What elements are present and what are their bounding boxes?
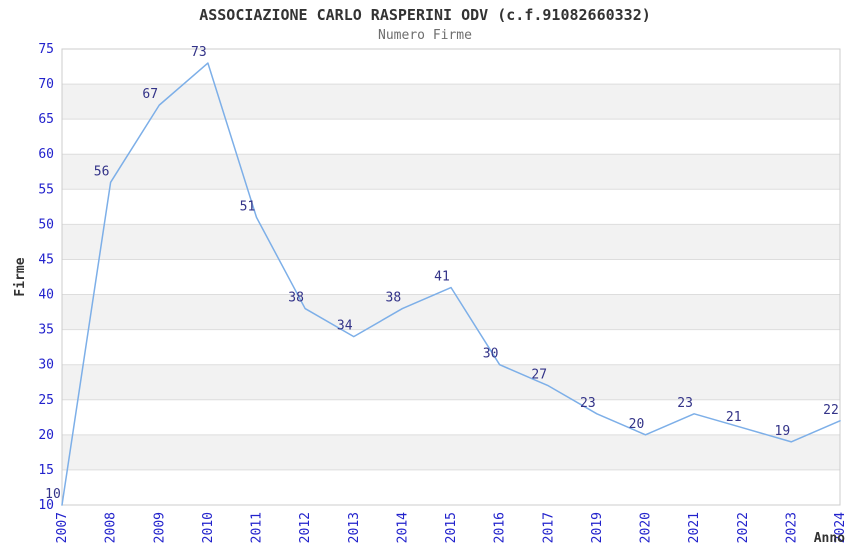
x-tick-label: 2019 <box>590 512 605 543</box>
plot-band <box>62 49 840 85</box>
x-tick-label: 2012 <box>298 512 313 543</box>
y-tick-label: 55 <box>38 182 54 197</box>
data-point-label: 56 <box>94 164 110 179</box>
plot-band <box>62 189 840 225</box>
data-point-label: 19 <box>775 424 791 439</box>
plot-band <box>62 399 840 435</box>
x-tick-label: 2022 <box>736 512 751 543</box>
data-point-label: 10 <box>45 487 61 502</box>
y-tick-label: 65 <box>38 112 54 127</box>
y-tick-label: 30 <box>38 358 54 373</box>
x-tick-label: 2017 <box>541 512 556 543</box>
x-tick-label: 2010 <box>201 512 216 543</box>
grid-lines <box>62 83 840 471</box>
plot-band <box>62 469 840 505</box>
x-tick-label: 2016 <box>493 512 508 543</box>
data-point-label: 23 <box>677 396 693 411</box>
data-labels: 10 56 67 73 51 38 34 38 41 30 27 23 20 23 21 19 22 <box>45 45 839 502</box>
x-tick-label: 2015 <box>444 512 459 543</box>
data-point-label: 38 <box>288 291 304 306</box>
chart-subtitle: Numero Firme <box>378 28 472 43</box>
x-tick-label: 2020 <box>639 512 654 543</box>
data-point-label: 23 <box>580 396 596 411</box>
plot-border <box>61 48 841 506</box>
y-tick-label: 15 <box>38 463 54 478</box>
plot-band <box>62 434 840 470</box>
data-point-label: 22 <box>823 403 839 418</box>
data-point-label: 73 <box>191 45 207 60</box>
data-point-label: 34 <box>337 319 353 334</box>
y-axis-title: Firme <box>13 257 28 296</box>
x-tick-label: 2011 <box>250 512 265 543</box>
y-tick-label: 75 <box>38 42 54 57</box>
data-point-label: 51 <box>240 199 256 214</box>
y-tick-label: 50 <box>38 217 54 232</box>
y-tick-label: 35 <box>38 323 54 338</box>
plot-band <box>62 84 840 120</box>
chart-title: ASSOCIAZIONE CARLO RASPERINI ODV (c.f.91… <box>199 6 651 24</box>
series-line <box>61 62 841 506</box>
y-axis-tick-labels: 10 15 20 25 30 35 40 45 50 55 60 65 70 75 <box>38 42 54 513</box>
line-series <box>61 62 841 506</box>
data-point-label: 41 <box>434 270 450 285</box>
y-tick-label: 10 <box>38 498 54 513</box>
data-point-label: 20 <box>629 417 645 432</box>
plot-band <box>62 119 840 155</box>
data-point-label: 27 <box>531 368 547 383</box>
x-tick-label: 2014 <box>395 512 410 543</box>
plot-border-rect <box>61 48 841 506</box>
x-tick-label: 2023 <box>784 512 799 543</box>
plot-band <box>62 224 840 260</box>
plot-band <box>62 154 840 190</box>
x-tick-label: 2009 <box>152 512 167 543</box>
x-axis-title: Anno <box>814 531 845 546</box>
x-tick-label: 2008 <box>104 512 119 543</box>
x-axis-tick-labels: 2007 2008 2009 2010 2011 2012 2013 2014 2015 2016… <box>55 512 848 543</box>
y-tick-label: 70 <box>38 77 54 92</box>
data-point-label: 21 <box>726 410 742 425</box>
y-tick-label: 20 <box>38 428 54 443</box>
data-point-label: 38 <box>386 291 402 306</box>
x-tick-label: 2007 <box>55 512 70 543</box>
data-point-label: 67 <box>142 87 158 102</box>
x-tick-label: 2021 <box>687 512 702 543</box>
data-point-label: 30 <box>483 347 499 362</box>
x-tick-label: 2024 <box>833 512 848 543</box>
plot-bands <box>62 49 840 505</box>
plot-band <box>62 259 840 295</box>
y-tick-label: 40 <box>38 288 54 303</box>
x-tick-label: 2013 <box>347 512 362 543</box>
y-tick-label: 60 <box>38 147 54 162</box>
y-tick-label: 25 <box>38 393 54 408</box>
plot-band <box>62 364 840 400</box>
plot-band <box>62 329 840 365</box>
y-tick-label: 45 <box>38 252 54 267</box>
plot-band <box>62 294 840 330</box>
